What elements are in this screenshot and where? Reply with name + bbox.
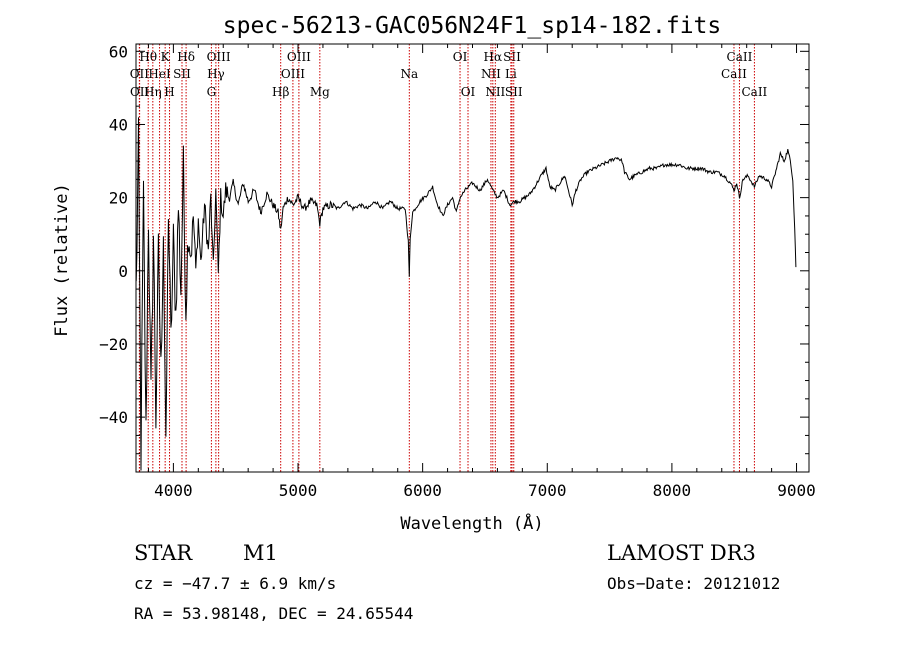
x-tick-label: 5000	[279, 481, 318, 500]
x-tick-label: 8000	[653, 481, 692, 500]
spectral-line-label: Hβ	[272, 85, 289, 99]
spectral-line-label: Hα	[484, 50, 503, 64]
ra-dec-coordinates: RA = 53.98148, DEC = 24.65544	[134, 604, 413, 623]
spectral-line-label: CaII	[727, 50, 753, 64]
spectral-line-label: SII	[503, 50, 521, 64]
y-tick-label: 40	[109, 115, 128, 134]
spectral-line-label: CaII	[741, 85, 767, 99]
y-tick-label: −40	[99, 408, 128, 427]
redshift-cz: cz = −47.7 ± 6.9 km/s	[134, 574, 336, 593]
spectral-line-label: Hθ	[139, 50, 157, 64]
spectral-line-label: Hη	[144, 85, 162, 99]
spectral-line-label: HeI	[148, 67, 171, 81]
y-tick-label: 0	[118, 262, 128, 281]
x-tick-label: 4000	[154, 481, 193, 500]
x-axis: 4000 5000 6000 7000 8000 9000	[147, 44, 816, 500]
y-axis: −40 −20 0 20 40 60	[99, 42, 809, 455]
spectral-line-label: OIII	[207, 50, 231, 64]
spectral-line-label: OIII	[281, 67, 305, 81]
object-class: STAR	[134, 541, 193, 565]
survey-name: LAMOST DR3	[607, 541, 756, 565]
x-axis-label: Wavelength (Å)	[400, 512, 543, 534]
spectral-line-label: OI	[453, 50, 468, 64]
y-tick-label: 60	[109, 42, 128, 61]
spectral-line-label: Hγ	[207, 67, 225, 81]
spectral-line-label: OII	[130, 85, 150, 99]
spectral-line-label: OIII	[287, 50, 311, 64]
spectral-line-label: NII	[481, 67, 501, 81]
x-tick-label: 9000	[777, 481, 816, 500]
spectral-line-label: H	[164, 85, 174, 99]
spectral-line-label: Mg	[310, 85, 330, 99]
spectral-line-label: Li	[505, 67, 517, 81]
x-tick-label: 7000	[528, 481, 567, 500]
spectral-line-label: K	[161, 50, 171, 64]
spectral-line-label: Hδ	[177, 50, 195, 64]
plot-frame	[135, 43, 810, 473]
plot-area	[136, 117, 797, 471]
spectrum-line	[136, 117, 797, 471]
x-tick-label: 6000	[403, 481, 442, 500]
spectral-line-label: G	[207, 85, 217, 99]
spectral-line-label: NII	[485, 85, 505, 99]
spectral-line-label: CaII	[721, 67, 747, 81]
chart-title: spec-56213-GAC056N24F1_sp14-182.fits	[223, 13, 722, 39]
object-subclass: M1	[243, 541, 278, 565]
spectral-line-label: OI	[461, 85, 476, 99]
y-axis-label: Flux (relative)	[52, 183, 72, 337]
y-tick-label: −20	[99, 335, 128, 354]
spectral-line-label: SII	[505, 85, 523, 99]
spectral-line-label: Na	[400, 67, 418, 81]
y-tick-label: 20	[109, 189, 128, 208]
spectral-line-label: SII	[173, 67, 191, 81]
observation-date: Obs−Date: 20121012	[607, 574, 780, 593]
